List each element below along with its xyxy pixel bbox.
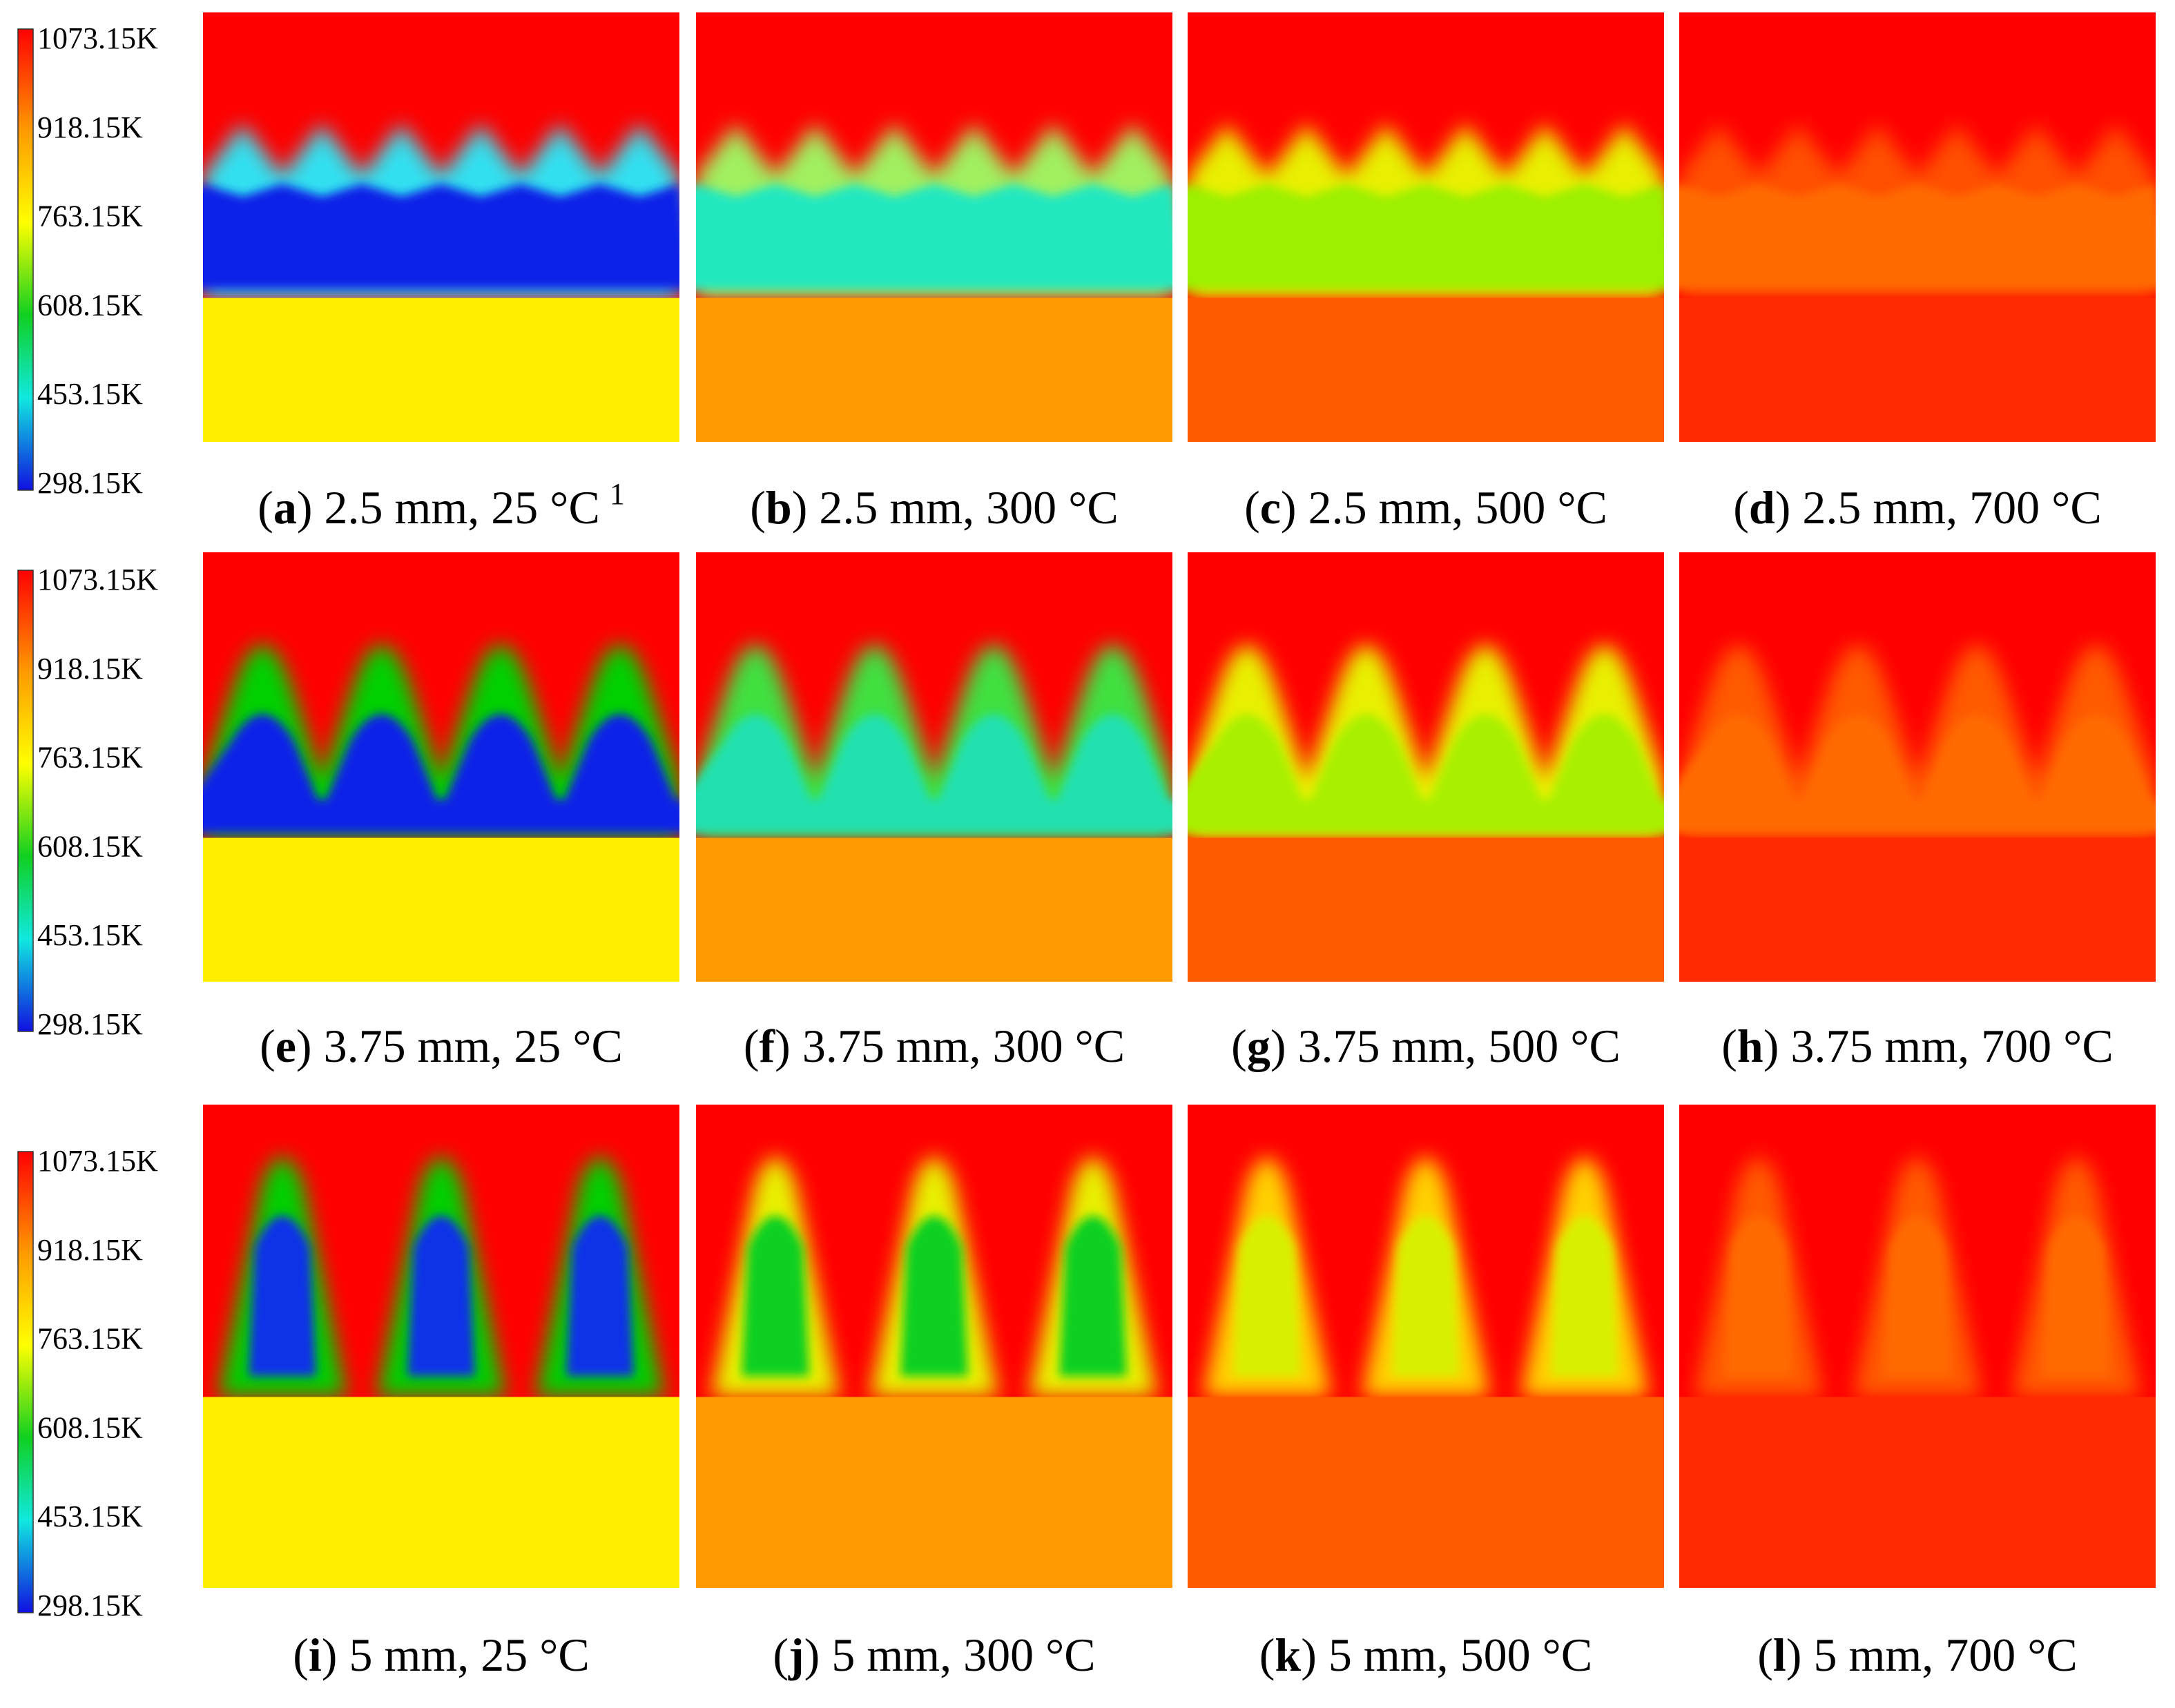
- panel-caption-i: (i) 5 mm, 25 °C: [293, 1629, 590, 1681]
- contour-panel-h: [1679, 552, 2156, 982]
- substrate-region: [203, 837, 679, 982]
- colorbar-row-2: 1073.15K 918.15K 763.15K 608.15K 453.15K 298.…: [17, 563, 158, 1041]
- substrate-region: [1188, 837, 1664, 982]
- fin-gradient-region: [203, 645, 679, 838]
- colorbar-tick-label: 918.15K: [37, 110, 143, 144]
- colorbar-tick-label: 918.15K: [37, 652, 143, 686]
- cold-core-region: [696, 184, 1172, 290]
- colorbar-row-1: 1073.15K 918.15K 763.15K 608.15K 453.15K 298.…: [17, 21, 158, 500]
- substrate-region: [203, 298, 679, 442]
- colorbar: [17, 570, 34, 1032]
- panel-caption-g: (g) 3.75 mm, 500 °C: [1231, 1020, 1621, 1072]
- cold-core-region: [1188, 184, 1664, 290]
- colorbar-tick-label: 763.15K: [37, 741, 143, 775]
- panel-caption-e: (e) 3.75 mm, 25 °C: [260, 1020, 623, 1072]
- colorbar-tick-label: 453.15K: [37, 1500, 143, 1533]
- substrate-region: [1679, 1397, 2156, 1588]
- contour-panel-l: [1679, 1105, 2156, 1588]
- cold-core-region: [1725, 1216, 2110, 1377]
- substrate-region: [203, 1397, 679, 1588]
- colorbar-tick-label: 763.15K: [37, 1322, 143, 1356]
- colorbar-tick-label: 1073.15K: [37, 21, 158, 55]
- panel-caption-f: (f) 3.75 mm, 300 °C: [744, 1020, 1125, 1072]
- substrate-region: [1679, 837, 2156, 982]
- colorbar: [17, 28, 34, 491]
- substrate-region: [696, 1397, 1172, 1588]
- cold-core-region: [1679, 184, 2156, 290]
- colorbar-tick-label: 298.15K: [37, 1007, 143, 1041]
- colorbar: [17, 1151, 34, 1613]
- contour-panel-b: [696, 12, 1172, 442]
- colorbar-row-3: 1073.15K 918.15K 763.15K 608.15K 453.15K 298.…: [17, 1144, 158, 1622]
- cold-core-region: [203, 184, 679, 290]
- panel-caption-d: (d) 2.5 mm, 700 °C: [1733, 481, 2101, 534]
- fin-gradient-region: [696, 645, 1172, 838]
- panel-caption-l: (l) 5 mm, 700 °C: [1757, 1629, 2078, 1681]
- panel-caption-a: (a) 2.5 mm, 25 °C 1: [258, 477, 625, 534]
- colorbar-tick-label: 298.15K: [37, 466, 143, 500]
- contour-panel-e: [203, 552, 679, 982]
- cold-core-region: [1679, 714, 2156, 834]
- contour-panel-f: [696, 552, 1172, 982]
- contour-panel-i: [203, 1105, 679, 1588]
- colorbar-tick-label: 453.15K: [37, 377, 143, 411]
- colorbar-tick-label: 763.15K: [37, 200, 143, 233]
- substrate-region: [1679, 298, 2156, 442]
- substrate-region: [696, 837, 1172, 982]
- colorbar-tick-label: 918.15K: [37, 1233, 143, 1267]
- fin-gradient-region: [1679, 645, 2156, 838]
- contour-panel-g: [1188, 552, 1664, 982]
- colorbar-tick-label: 298.15K: [37, 1589, 143, 1622]
- substrate-region: [1188, 298, 1664, 442]
- colorbar-tick-label: 608.15K: [37, 288, 143, 322]
- colorbar-tick-label: 453.15K: [37, 918, 143, 952]
- panel-caption-j: (j) 5 mm, 300 °C: [773, 1629, 1095, 1681]
- cold-core-region: [696, 714, 1172, 834]
- fin-gradient-region: [1188, 645, 1664, 838]
- colorbar-tick-label: 608.15K: [37, 1410, 143, 1444]
- colorbar-tick-label: 1073.15K: [37, 1144, 158, 1178]
- contour-panel-d: [1679, 12, 2156, 442]
- substrate-region: [696, 298, 1172, 442]
- colorbar-tick-label: 608.15K: [37, 829, 143, 863]
- cold-core-region: [203, 714, 679, 834]
- panel-caption-b: (b) 2.5 mm, 300 °C: [750, 481, 1118, 534]
- contour-panel-k: [1188, 1105, 1664, 1588]
- contour-panel-c: [1188, 12, 1664, 442]
- cold-core-region: [1188, 714, 1664, 834]
- cold-core-region: [1233, 1216, 1618, 1377]
- panel-caption-h: (h) 3.75 mm, 700 °C: [1721, 1020, 2113, 1072]
- substrate-region: [1188, 1397, 1664, 1588]
- colorbar-tick-label: 1073.15K: [37, 563, 158, 596]
- cold-core-region: [249, 1216, 634, 1377]
- cold-core-region: [742, 1216, 1127, 1377]
- contour-panel-a: [203, 12, 679, 442]
- panel-caption-c: (c) 2.5 mm, 500 °C: [1244, 481, 1607, 534]
- panel-caption-k: (k) 5 mm, 500 °C: [1259, 1629, 1592, 1681]
- contour-panel-j: [696, 1105, 1172, 1588]
